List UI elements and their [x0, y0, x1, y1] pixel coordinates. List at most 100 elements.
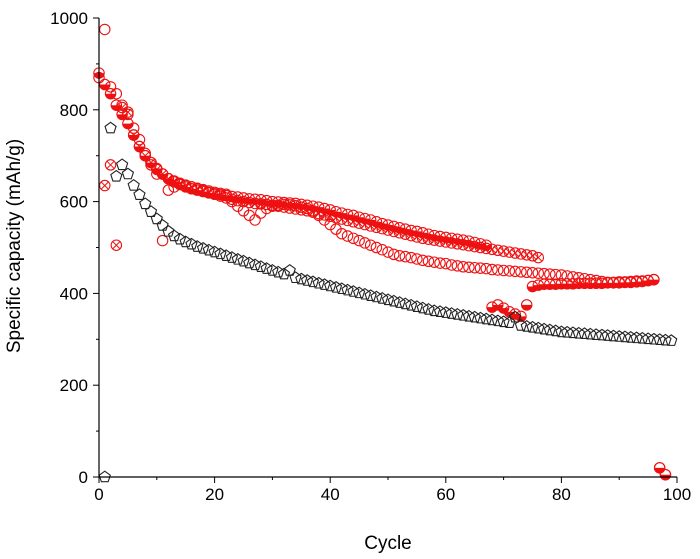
- open-pentagon-point: [665, 334, 678, 346]
- open-circle-point: [393, 250, 406, 262]
- open-circle-point: [555, 269, 568, 281]
- open-pentagon-point: [561, 325, 574, 338]
- open-pentagon-point: [144, 205, 158, 217]
- open-pentagon-point: [514, 319, 528, 331]
- open-pentagon-point: [508, 310, 522, 323]
- open-pentagon-point: [295, 272, 308, 285]
- open-pentagon-point: [613, 330, 626, 342]
- open-circle-point: [515, 266, 527, 278]
- open-pentagon-point: [358, 287, 372, 300]
- open-circle-point: [405, 251, 417, 264]
- open-circle-point: [468, 261, 481, 274]
- crossed-circle-point: [156, 168, 169, 180]
- open-pentagon-point: [214, 247, 227, 260]
- open-circle-point: [382, 246, 394, 258]
- open-pentagon-point: [526, 320, 539, 333]
- open-circle-point: [590, 274, 602, 287]
- crossed-circle-point: [532, 251, 545, 264]
- open-pentagon-point: [485, 313, 499, 326]
- open-pentagon-point: [277, 267, 291, 280]
- open-pentagon-point: [272, 265, 285, 278]
- open-pentagon-point: [352, 286, 366, 299]
- open-circle-point: [324, 218, 336, 231]
- open-pentagon-point: [115, 158, 129, 171]
- open-pentagon-point: [543, 323, 557, 336]
- open-pentagon-point: [162, 224, 175, 237]
- open-circle-point: [486, 263, 498, 276]
- crossed-circle-point: [307, 206, 319, 218]
- open-pentagon-point: [335, 282, 348, 295]
- open-pentagon-point: [347, 285, 360, 297]
- open-pentagon-point: [121, 167, 135, 180]
- open-pentagon-point: [300, 274, 314, 286]
- open-pentagon-point: [462, 309, 476, 322]
- open-pentagon-point: [653, 333, 666, 346]
- open-pentagon-point: [156, 218, 169, 231]
- open-pentagon-point: [445, 307, 458, 319]
- crossed-circle-point: [116, 101, 128, 114]
- open-pentagon-point: [595, 328, 609, 341]
- crossed-circle-point: [162, 172, 175, 185]
- open-circle-point: [422, 255, 435, 268]
- open-pentagon-point: [202, 243, 215, 256]
- open-circle-point: [376, 244, 388, 256]
- open-circle-point: [497, 264, 510, 277]
- open-pentagon-point: [139, 197, 152, 210]
- open-circle-point: [162, 184, 175, 196]
- crossed-circle-point: [145, 156, 157, 169]
- open-pentagon-point: [433, 305, 447, 318]
- open-pentagon-point: [289, 271, 302, 284]
- open-pentagon-point: [630, 331, 643, 344]
- axes: [98, 18, 677, 478]
- open-pentagon-point: [555, 325, 568, 338]
- open-pentagon-point: [456, 308, 470, 321]
- open-pentagon-point: [566, 326, 580, 339]
- open-circle-point: [243, 209, 256, 222]
- open-circle-point: [445, 259, 458, 271]
- open-circle-point: [330, 223, 342, 235]
- open-pentagon-point: [503, 316, 516, 329]
- open-pentagon-point: [219, 249, 233, 262]
- x-tick-label: 100: [663, 485, 691, 504]
- open-circle-point: [110, 87, 123, 100]
- open-circle-point: [295, 201, 308, 213]
- x-tick-label: 20: [205, 485, 224, 504]
- open-pentagon-point: [636, 331, 649, 344]
- open-pentagon-point: [618, 330, 632, 343]
- open-pentagon-point: [584, 327, 597, 340]
- x-axis-title: Cycle: [364, 533, 412, 554]
- open-pentagon-point: [260, 262, 273, 274]
- open-pentagon-point: [410, 300, 424, 312]
- crossed-circle-point: [110, 239, 123, 251]
- open-circle-point: [463, 261, 475, 273]
- open-pentagon-point: [601, 329, 614, 341]
- y-tick-label: 0: [79, 468, 88, 487]
- open-pentagon-point: [497, 315, 510, 328]
- open-circle-point: [99, 23, 111, 36]
- y-tick-label: 800: [60, 101, 88, 120]
- open-circle-point: [567, 271, 579, 283]
- open-circle-point: [104, 81, 117, 93]
- open-pentagon-point: [468, 310, 481, 323]
- open-pentagon-point: [196, 241, 210, 254]
- open-circle-point: [642, 274, 654, 287]
- open-circle-point: [526, 266, 539, 279]
- open-circle-point: [237, 205, 250, 217]
- y-tick-label: 400: [60, 284, 88, 303]
- crossed-circle-point: [330, 211, 342, 224]
- open-pentagon-point: [641, 332, 655, 345]
- open-circle-point: [601, 276, 614, 289]
- y-tick-label: 200: [60, 376, 88, 395]
- open-circle-point: [249, 214, 261, 226]
- open-pentagon-point: [393, 296, 406, 308]
- open-pentagon-point: [474, 311, 487, 324]
- open-pentagon-point: [266, 263, 279, 276]
- crossed-circle-point: [127, 129, 140, 141]
- open-circle-point: [283, 199, 296, 211]
- open-pentagon-point: [537, 322, 551, 335]
- half-filled-circle-point: [520, 299, 533, 311]
- open-circle-point: [370, 241, 383, 254]
- open-pentagon-point: [283, 263, 296, 276]
